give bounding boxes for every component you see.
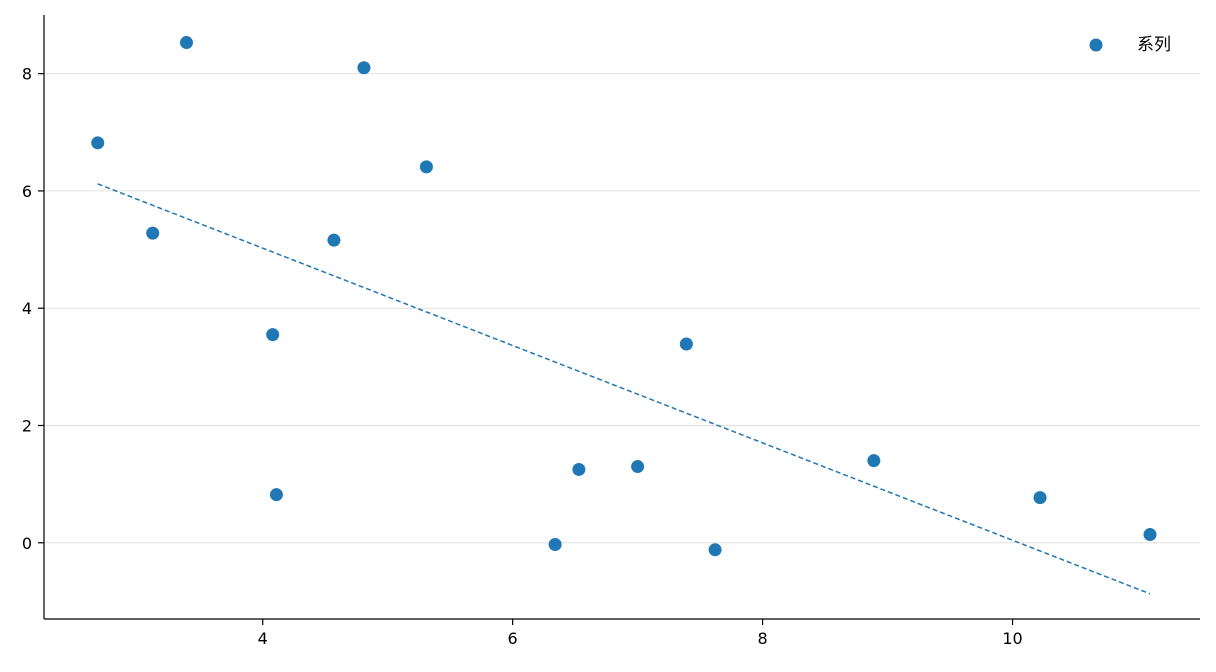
data-point bbox=[631, 460, 645, 474]
data-point bbox=[548, 538, 562, 552]
data-point bbox=[572, 462, 586, 476]
data-point bbox=[867, 454, 881, 468]
x-tick-label: 6 bbox=[508, 629, 518, 648]
data-point bbox=[91, 136, 105, 150]
x-tick-label: 10 bbox=[1002, 629, 1022, 648]
legend-marker bbox=[1089, 38, 1103, 52]
data-point bbox=[179, 36, 193, 50]
trendline-group bbox=[97, 183, 1151, 595]
y-tick-label: 8 bbox=[22, 65, 32, 84]
data-point bbox=[327, 233, 341, 247]
data-point bbox=[269, 488, 283, 502]
data-point bbox=[708, 543, 722, 557]
data-point bbox=[146, 226, 160, 240]
data-point bbox=[679, 337, 693, 351]
data-point bbox=[357, 61, 371, 75]
y-tick-label: 6 bbox=[22, 182, 32, 201]
legend-label: 系列 bbox=[1137, 35, 1171, 55]
y-tick-label: 0 bbox=[22, 534, 32, 553]
data-point bbox=[419, 160, 433, 174]
trendline bbox=[97, 183, 1151, 595]
y-tick-label: 2 bbox=[22, 416, 32, 435]
gridlines bbox=[44, 73, 1200, 544]
axes bbox=[38, 15, 1200, 625]
x-tick-label: 8 bbox=[758, 629, 768, 648]
tick-labels: 4 6 8 10 0 2 4 6 8 bbox=[22, 65, 1023, 648]
data-point bbox=[1143, 528, 1157, 542]
data-point bbox=[1033, 491, 1047, 505]
x-tick-label: 4 bbox=[258, 629, 268, 648]
legend: 系列 bbox=[1089, 35, 1171, 55]
y-tick-label: 4 bbox=[22, 299, 32, 318]
data-point bbox=[266, 328, 280, 342]
scatter-points bbox=[91, 36, 1157, 557]
